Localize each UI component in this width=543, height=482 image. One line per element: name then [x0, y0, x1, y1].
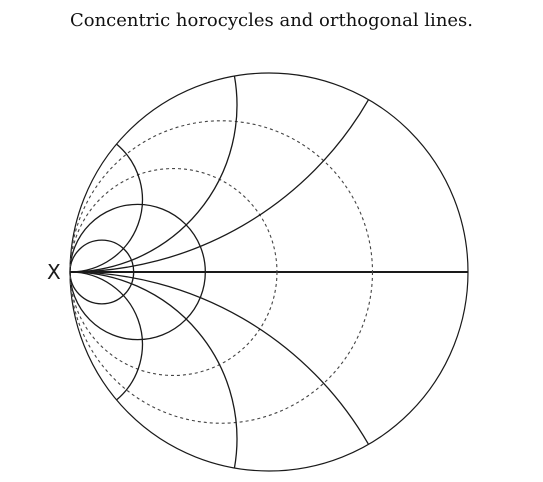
- orthogonal-line-4: [69, 271, 144, 401]
- orthogonal-line-3: [69, 143, 144, 273]
- point-x-label: X: [47, 260, 61, 284]
- orthogonal-line-5: [69, 271, 238, 469]
- orthogonal-line-1: [69, 99, 370, 273]
- figure-caption: Concentric horocycles and orthogonal lin…: [69, 10, 474, 31]
- orthogonal-line-6: [69, 271, 370, 445]
- orthogonal-line-2: [69, 75, 238, 273]
- orthogonal-line-group: [69, 75, 370, 469]
